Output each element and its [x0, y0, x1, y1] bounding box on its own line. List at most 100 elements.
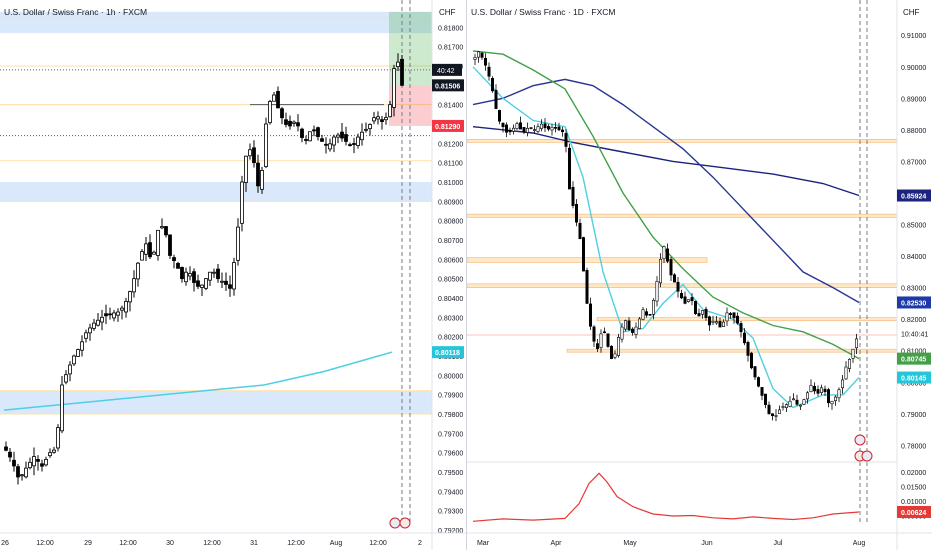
candle-24[interactable]: [100, 309, 104, 331]
candle-34[interactable]: [140, 249, 144, 261]
candle-29[interactable]: [575, 199, 579, 227]
candle-106[interactable]: [844, 361, 848, 380]
right-chart-svg[interactable]: U.S. Dollar / Swiss Franc · 1D · FXCM CHF…: [466, 0, 932, 550]
candle-81[interactable]: [328, 138, 332, 152]
candle-21[interactable]: [547, 124, 551, 132]
candle-35[interactable]: [144, 237, 148, 262]
candle-97[interactable]: [812, 382, 816, 395]
candle-45[interactable]: [631, 327, 635, 336]
candle-24[interactable]: [557, 122, 561, 132]
candle-55[interactable]: [224, 272, 228, 292]
left-chart-svg[interactable]: U.S. Dollar / Swiss Franc · 1h · FXCM CHF…: [0, 0, 466, 550]
candle-66[interactable]: [704, 306, 708, 321]
candle-26[interactable]: [108, 307, 112, 320]
candle-53[interactable]: [659, 253, 663, 288]
candle-64[interactable]: [260, 166, 264, 194]
candle-63[interactable]: [256, 154, 260, 193]
candle-61[interactable]: [687, 299, 691, 303]
candle-59[interactable]: [680, 289, 684, 300]
candle-88[interactable]: [356, 133, 360, 149]
candle-51[interactable]: [652, 298, 656, 320]
time-axis[interactable]: Mar Apr May Jun Jul Aug: [467, 532, 932, 547]
candle-56[interactable]: [669, 256, 673, 282]
candle-87[interactable]: [777, 405, 781, 414]
candle-55[interactable]: [666, 243, 670, 264]
candle-78[interactable]: [746, 340, 750, 362]
candle-79[interactable]: [749, 351, 753, 370]
candle-10[interactable]: [508, 127, 512, 136]
candle-13[interactable]: [56, 424, 60, 452]
candle-79[interactable]: [320, 134, 324, 142]
candle-70[interactable]: [718, 317, 722, 328]
candle-108[interactable]: [851, 348, 855, 363]
candle-93[interactable]: [798, 404, 802, 410]
candle-80[interactable]: [324, 137, 328, 154]
candle-12[interactable]: [515, 121, 519, 130]
candle-49[interactable]: [200, 284, 204, 297]
candle-66[interactable]: [268, 99, 272, 125]
plot-area[interactable]: [0, 0, 432, 538]
candle-99[interactable]: [819, 384, 823, 396]
candle-17[interactable]: [533, 124, 537, 134]
candle-64[interactable]: [697, 308, 701, 317]
candle-109[interactable]: [854, 333, 858, 354]
candle-20[interactable]: [84, 329, 88, 343]
candle-41[interactable]: [617, 333, 621, 358]
lightning-event-icon[interactable]: [854, 434, 866, 446]
candle-57[interactable]: [673, 273, 677, 283]
candle-54[interactable]: [662, 245, 666, 264]
candle-62[interactable]: [252, 140, 256, 168]
candle-67[interactable]: [272, 91, 276, 102]
candle-36[interactable]: [148, 234, 152, 259]
candle-77[interactable]: [742, 328, 746, 346]
candle-28[interactable]: [571, 181, 575, 209]
candle-98[interactable]: [396, 53, 400, 71]
candle-58[interactable]: [676, 276, 680, 298]
candle-6[interactable]: [494, 84, 498, 110]
panel-divider[interactable]: [466, 0, 467, 550]
candle-67[interactable]: [708, 315, 712, 331]
candle-81[interactable]: [756, 376, 760, 388]
candle-83[interactable]: [336, 132, 340, 144]
candle-4[interactable]: [487, 62, 491, 81]
economic-event-icon-0[interactable]: [389, 517, 401, 529]
candle-52[interactable]: [655, 276, 659, 307]
candle-42[interactable]: [620, 323, 624, 343]
candle-91[interactable]: [791, 393, 795, 401]
candle-61[interactable]: [248, 143, 252, 160]
price-axis[interactable]: CHF0.818000.817000.816000.815000.814000.…: [431, 0, 466, 550]
candle-70[interactable]: [284, 112, 288, 128]
candle-63[interactable]: [694, 300, 698, 315]
candle-14[interactable]: [522, 127, 526, 135]
candle-82[interactable]: [760, 387, 764, 401]
candle-46[interactable]: [188, 266, 192, 281]
candle-3[interactable]: [16, 463, 20, 485]
candle-69[interactable]: [715, 315, 719, 325]
candle-16[interactable]: [529, 127, 533, 130]
candle-75[interactable]: [304, 135, 308, 145]
candle-4[interactable]: [20, 474, 24, 481]
candle-93[interactable]: [376, 111, 380, 125]
candle-27[interactable]: [112, 309, 116, 322]
candle-100[interactable]: [823, 385, 827, 396]
candle-33[interactable]: [136, 261, 140, 287]
candle-103[interactable]: [833, 395, 837, 406]
candle-56[interactable]: [228, 275, 232, 297]
candle-5[interactable]: [490, 76, 494, 93]
candle-72[interactable]: [292, 120, 296, 127]
candle-36[interactable]: [599, 329, 603, 353]
candle-74[interactable]: [732, 312, 736, 324]
event-icons[interactable]: [389, 517, 411, 529]
candle-91[interactable]: [368, 123, 372, 136]
candle-101[interactable]: [826, 387, 830, 408]
candle-71[interactable]: [288, 115, 292, 130]
candle-12[interactable]: [52, 446, 56, 454]
candle-39[interactable]: [160, 218, 164, 230]
candle-40[interactable]: [613, 350, 617, 360]
candle-22[interactable]: [92, 318, 96, 331]
candle-68[interactable]: [711, 315, 715, 326]
candle-54[interactable]: [220, 272, 224, 289]
candle-19[interactable]: [540, 119, 544, 132]
candle-86[interactable]: [348, 142, 352, 147]
candle-89[interactable]: [784, 403, 788, 413]
